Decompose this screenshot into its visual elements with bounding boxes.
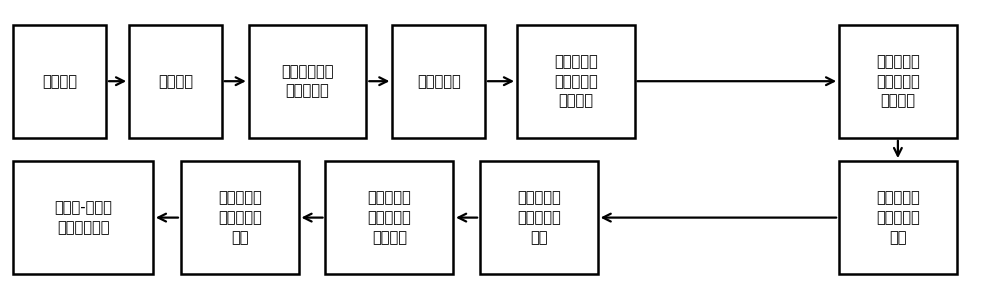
- Text: 关闭热源、
钛丝用送丝
组件: 关闭热源、 钛丝用送丝 组件: [517, 190, 561, 245]
- FancyBboxPatch shape: [480, 161, 598, 274]
- Text: 完成钢-钛双层
复合材料成型: 完成钢-钛双层 复合材料成型: [54, 200, 112, 235]
- FancyBboxPatch shape: [249, 25, 366, 138]
- Text: 开启热源、
钛丝用送丝
组件: 开启热源、 钛丝用送丝 组件: [876, 190, 920, 245]
- FancyBboxPatch shape: [392, 25, 485, 138]
- FancyBboxPatch shape: [129, 25, 222, 138]
- FancyBboxPatch shape: [13, 161, 153, 274]
- FancyBboxPatch shape: [181, 161, 299, 274]
- Text: 钢基板固定: 钢基板固定: [417, 74, 461, 89]
- Text: 关闭热源、
钛丝用送丝
组件: 关闭热源、 钛丝用送丝 组件: [218, 190, 262, 245]
- Text: 重复开启热
源、钛丝用
送丝组件: 重复开启热 源、钛丝用 送丝组件: [367, 190, 411, 245]
- FancyBboxPatch shape: [13, 25, 106, 138]
- FancyBboxPatch shape: [517, 25, 635, 138]
- Text: 分层切片: 分层切片: [158, 74, 193, 89]
- Text: 三维建模: 三维建模: [42, 74, 77, 89]
- FancyBboxPatch shape: [325, 161, 453, 274]
- Text: 开启热源、
过渡材料用
送丝组件: 开启热源、 过渡材料用 送丝组件: [554, 54, 598, 108]
- Text: 运动指令和打
印参数输入: 运动指令和打 印参数输入: [281, 64, 334, 99]
- FancyBboxPatch shape: [839, 161, 957, 274]
- FancyBboxPatch shape: [839, 25, 957, 138]
- Text: 关闭热源、
过渡材料用
送丝组件: 关闭热源、 过渡材料用 送丝组件: [876, 54, 920, 108]
